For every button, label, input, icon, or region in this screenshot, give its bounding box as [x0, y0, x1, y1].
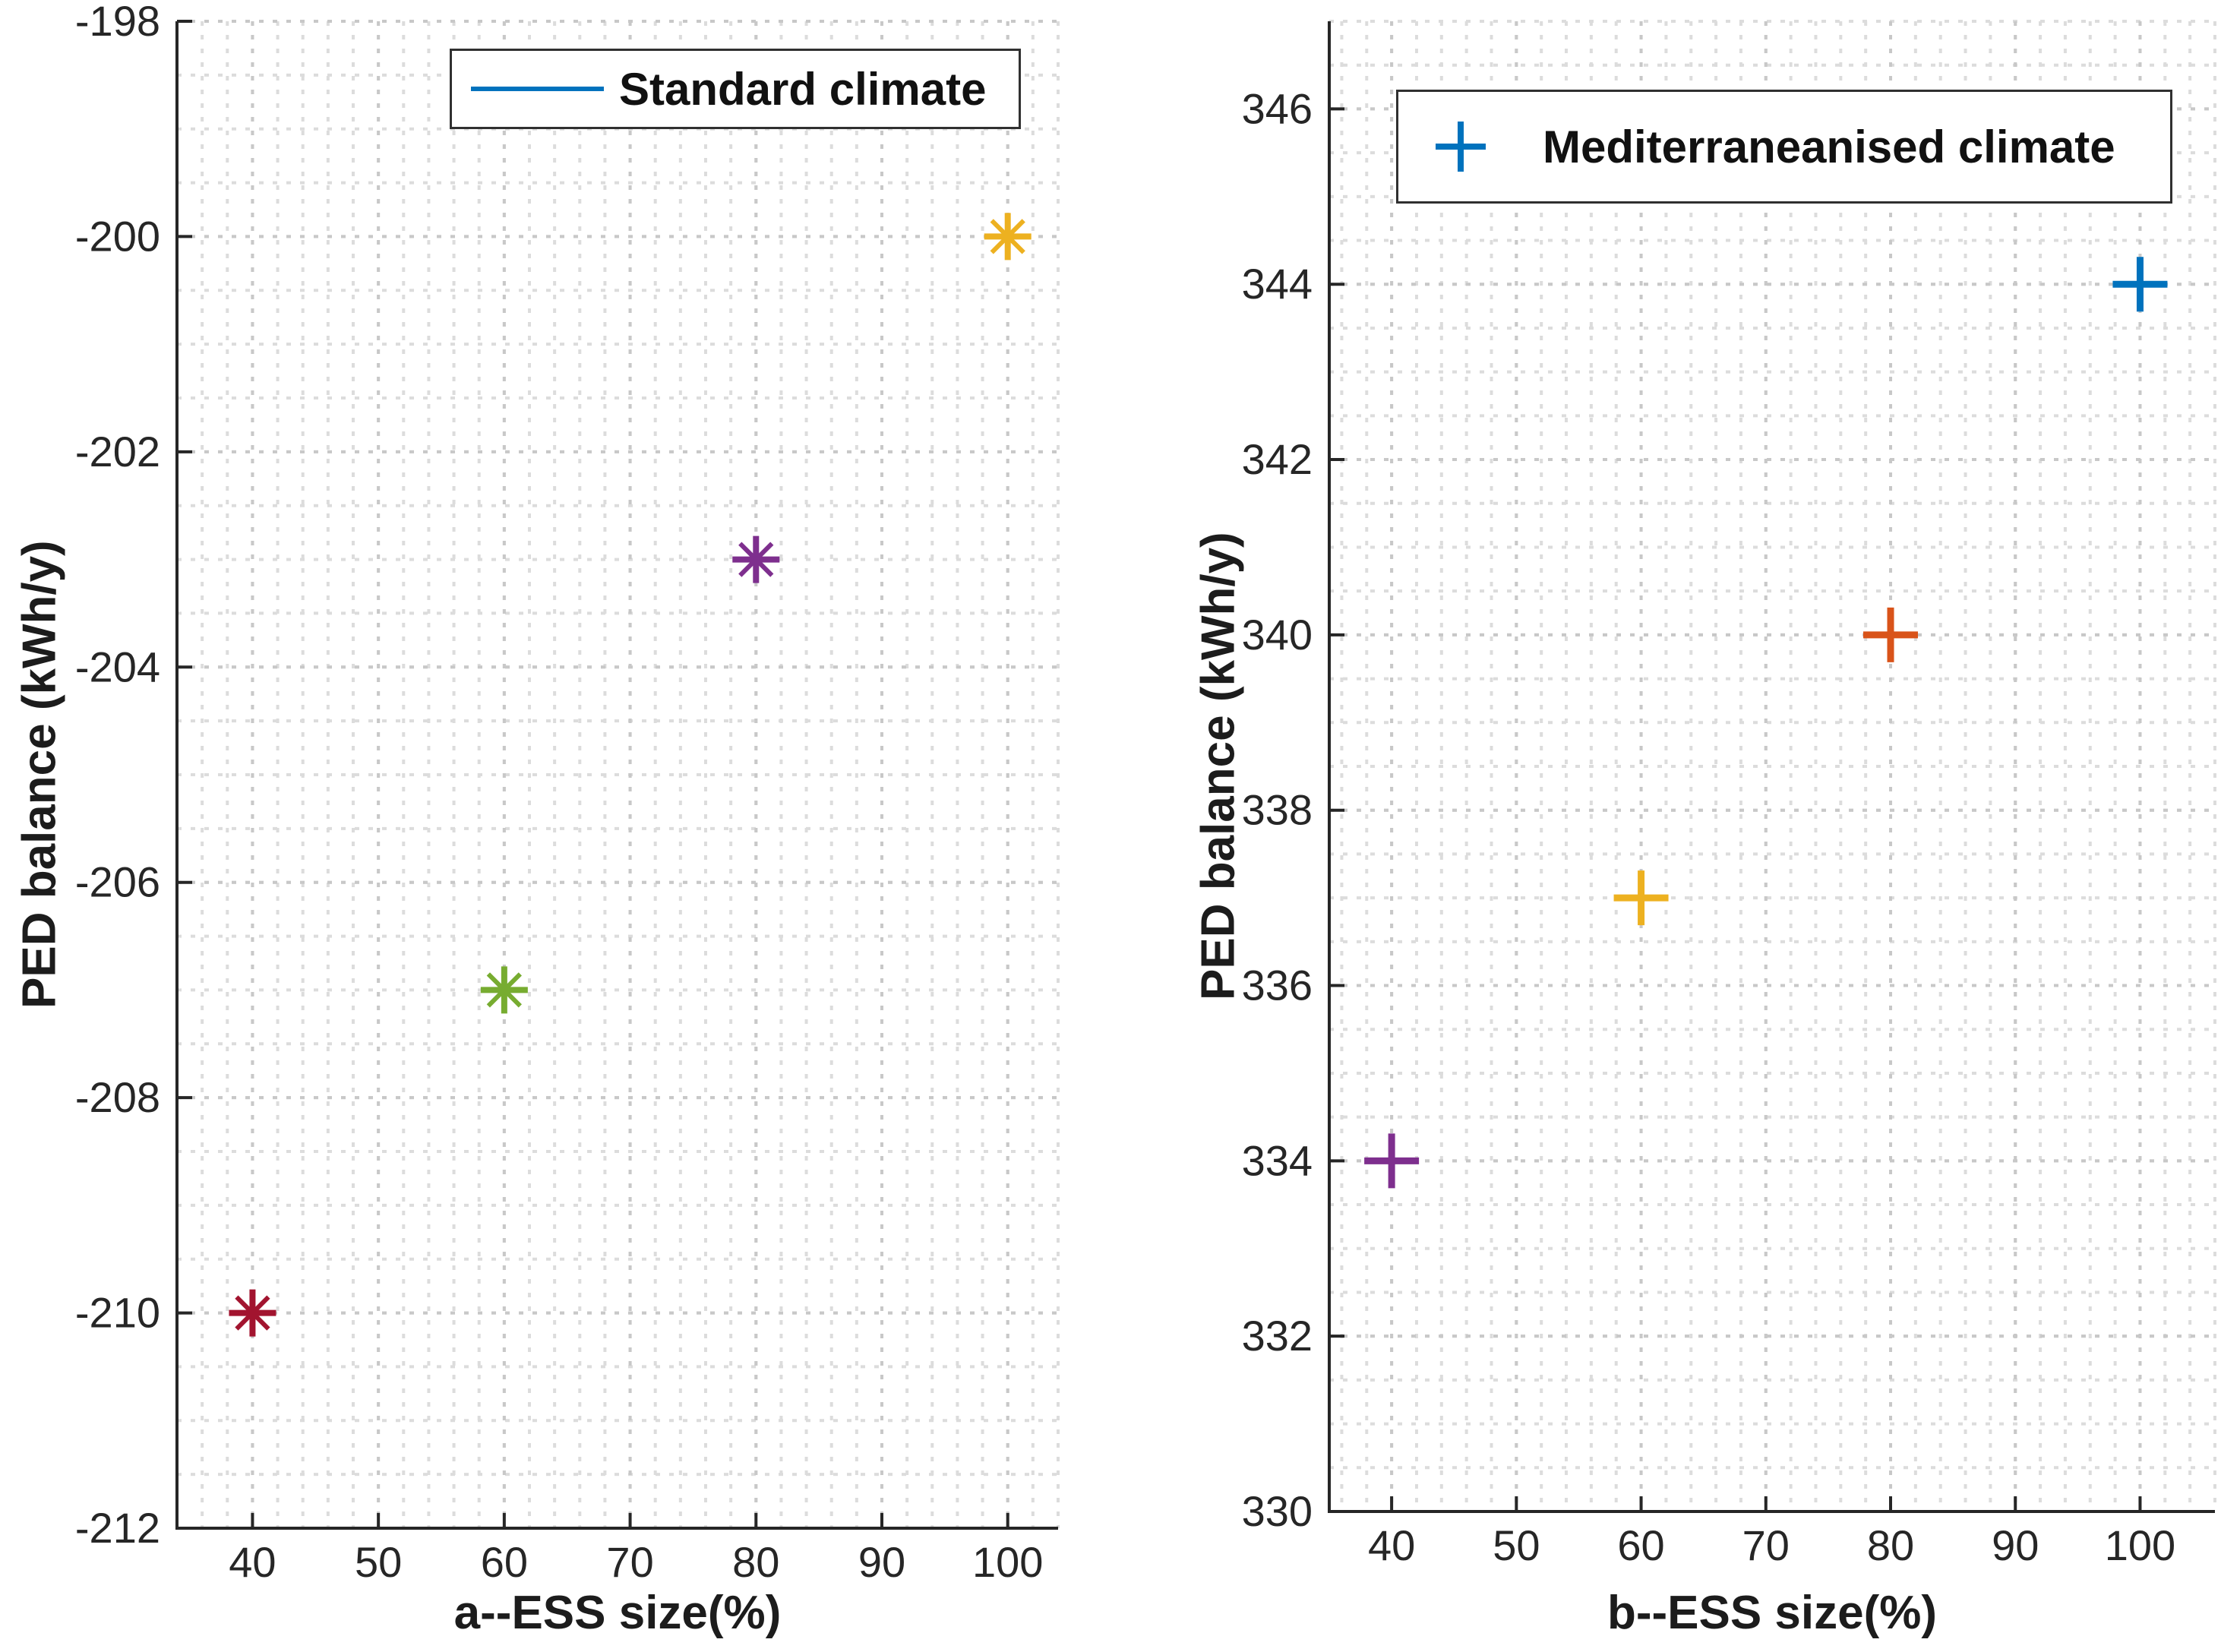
y-tick-label: -210: [75, 1289, 160, 1337]
y-tick-label: 344: [1242, 260, 1313, 308]
left-legend: Standard climate: [450, 49, 1021, 129]
left-legend-label: Standard climate: [619, 63, 987, 115]
left-y-axis-label: PED balance (kWh/y): [13, 540, 66, 1009]
x-tick-label: 100: [2105, 1521, 2175, 1569]
y-tick-label: -202: [75, 428, 160, 475]
legend-line-symbol-icon: [471, 87, 604, 91]
right-data-marker: [1863, 607, 1919, 662]
y-tick-label: -208: [75, 1073, 160, 1121]
right-plot: 40 50 60 70 80 90 100 330 332 334 336 338 340 342 344 3…: [1242, 20, 2216, 1569]
y-tick-label: -204: [75, 643, 160, 690]
x-tick-label: 70: [1742, 1521, 1790, 1569]
left-plot: 40 50 60 70 80 90 100 -212 -210 -208 -206 -204 -202 -…: [75, 0, 1060, 1586]
y-tick-label: -200: [75, 212, 160, 260]
x-tick-label: 90: [1992, 1521, 2039, 1569]
x-tick-label: 40: [229, 1538, 276, 1586]
x-tick-label: 80: [1867, 1521, 1914, 1569]
y-tick-label: 336: [1242, 962, 1313, 1009]
y-tick-label: 340: [1242, 611, 1313, 659]
right-legend-label: Mediterraneanised climate: [1543, 121, 2115, 172]
marker-stroke: [486, 972, 522, 1008]
left-data-marker: [480, 966, 528, 1014]
x-tick-label: 50: [355, 1538, 402, 1586]
x-tick-label: 70: [606, 1538, 653, 1586]
y-tick-label: -206: [75, 858, 160, 906]
left-x-axis-label: a--ESS size(%): [453, 1587, 782, 1639]
x-tick-label: 40: [1368, 1521, 1415, 1569]
right-data-marker: [2112, 257, 2168, 312]
y-tick-label: 330: [1242, 1487, 1313, 1535]
y-tick-label: 334: [1242, 1136, 1313, 1184]
x-tick-label: 80: [732, 1538, 779, 1586]
left-data-marker: [732, 535, 780, 583]
right-x-axis-label: b--ESS size(%): [1607, 1587, 1938, 1639]
left-data-marker: [984, 213, 1032, 261]
legend-plus-symbol-icon: [1436, 122, 1486, 172]
marker-stroke: [738, 542, 774, 577]
y-tick-label: -198: [75, 0, 160, 45]
y-tick-label: 332: [1242, 1312, 1313, 1360]
right-data-marker: [1613, 870, 1669, 926]
y-tick-label: -212: [75, 1504, 160, 1552]
x-tick-label: 60: [481, 1538, 528, 1586]
right-y-axis-label: PED balance (kWh/y): [1192, 532, 1245, 1001]
left-data-marker: [229, 1289, 276, 1337]
marker-stroke: [990, 219, 1025, 254]
x-tick-label: 100: [972, 1538, 1043, 1586]
x-tick-label: 90: [858, 1538, 905, 1586]
y-tick-label: 342: [1242, 435, 1313, 483]
right-data-marker: [1364, 1133, 1420, 1189]
right-legend: Mediterraneanised climate: [1396, 90, 2172, 204]
y-tick-label: 338: [1242, 786, 1313, 834]
y-tick-label: 346: [1242, 84, 1313, 132]
x-tick-label: 60: [1617, 1521, 1664, 1569]
marker-stroke: [235, 1295, 270, 1331]
x-tick-label: 50: [1493, 1521, 1540, 1569]
